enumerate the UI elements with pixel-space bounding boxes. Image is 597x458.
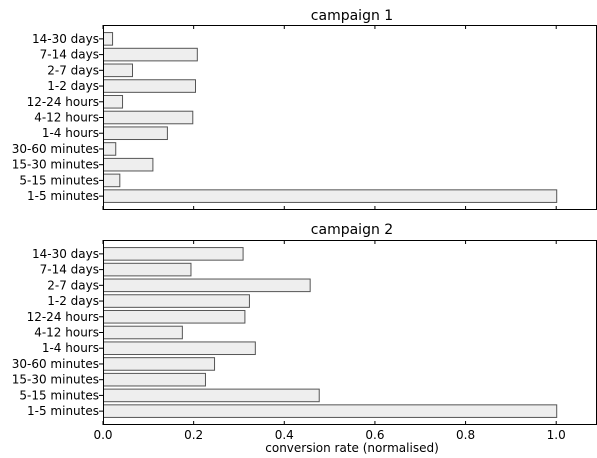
x-axis-label: conversion rate (normalised) xyxy=(265,441,439,455)
bar-7-14-days xyxy=(103,262,192,277)
category-label: 7-14 days xyxy=(40,48,99,62)
campaign-2-title: campaign 2 xyxy=(311,222,393,238)
x-tick-label: 0.4 xyxy=(275,428,294,442)
category-label: 15-30 minutes xyxy=(12,373,99,387)
bar-14-30-days xyxy=(103,247,244,261)
bar-1-4-hours xyxy=(103,126,168,141)
campaign-1-title: campaign 1 xyxy=(311,8,393,24)
category-label: 12-24 hours xyxy=(27,95,99,109)
category-label: 2-7 days xyxy=(47,63,99,77)
category-label: 1-5 minutes xyxy=(27,404,99,418)
bar-1-5-minutes xyxy=(103,189,558,203)
bar-30-60-minutes xyxy=(103,357,216,371)
bar-1-4-hours xyxy=(103,341,256,356)
category-label: 7-14 days xyxy=(40,263,99,277)
bar-1-2-days xyxy=(103,79,197,93)
x-tick-label: 0.8 xyxy=(456,428,475,442)
category-label: 2-7 days xyxy=(47,278,99,292)
x-tick-label: 0.6 xyxy=(365,428,384,442)
bar-1-2-days xyxy=(103,294,250,308)
category-label: 1-5 minutes xyxy=(27,189,99,203)
category-label: 1-2 days xyxy=(47,79,99,93)
category-label: 1-4 hours xyxy=(42,341,99,355)
category-label: 15-30 minutes xyxy=(12,158,99,172)
bar-4-12-hours xyxy=(103,325,183,340)
bar-14-30-days xyxy=(103,32,114,46)
category-label: 12-24 hours xyxy=(27,310,99,324)
bar-5-15-minutes xyxy=(103,388,320,403)
category-label: 30-60 minutes xyxy=(12,142,99,156)
bar-4-12-hours xyxy=(103,110,194,125)
campaign-2-bars xyxy=(103,247,558,418)
bar-30-60-minutes xyxy=(103,142,117,156)
category-label: 14-30 days xyxy=(32,32,99,46)
bar-12-24-hours xyxy=(103,309,246,324)
category-label: 30-60 minutes xyxy=(12,357,99,371)
campaign-2-x-ticks: 0.0 0.2 0.4 0.6 0.8 1.0 xyxy=(93,240,566,442)
x-tick-label: 0.2 xyxy=(184,428,203,442)
bar-12-24-hours xyxy=(103,94,124,109)
bar-5-15-minutes xyxy=(103,173,121,188)
bar-7-14-days xyxy=(103,47,198,62)
campaign-1-bars xyxy=(103,32,558,203)
x-tick-label: 0.0 xyxy=(93,428,112,442)
bar-15-30-minutes xyxy=(103,157,154,172)
category-label: 1-4 hours xyxy=(42,126,99,140)
category-label: 5-15 minutes xyxy=(19,173,99,187)
category-label: 1-2 days xyxy=(47,294,99,308)
category-label: 14-30 days xyxy=(32,247,99,261)
category-label: 5-15 minutes xyxy=(19,388,99,402)
category-label: 4-12 hours xyxy=(34,326,99,340)
bar-15-30-minutes xyxy=(103,372,206,387)
bar-2-7-days xyxy=(103,63,134,78)
bar-2-7-days xyxy=(103,278,311,293)
x-tick-label: 1.0 xyxy=(547,428,566,442)
category-label: 4-12 hours xyxy=(34,111,99,125)
bar-1-5-minutes xyxy=(103,404,558,418)
